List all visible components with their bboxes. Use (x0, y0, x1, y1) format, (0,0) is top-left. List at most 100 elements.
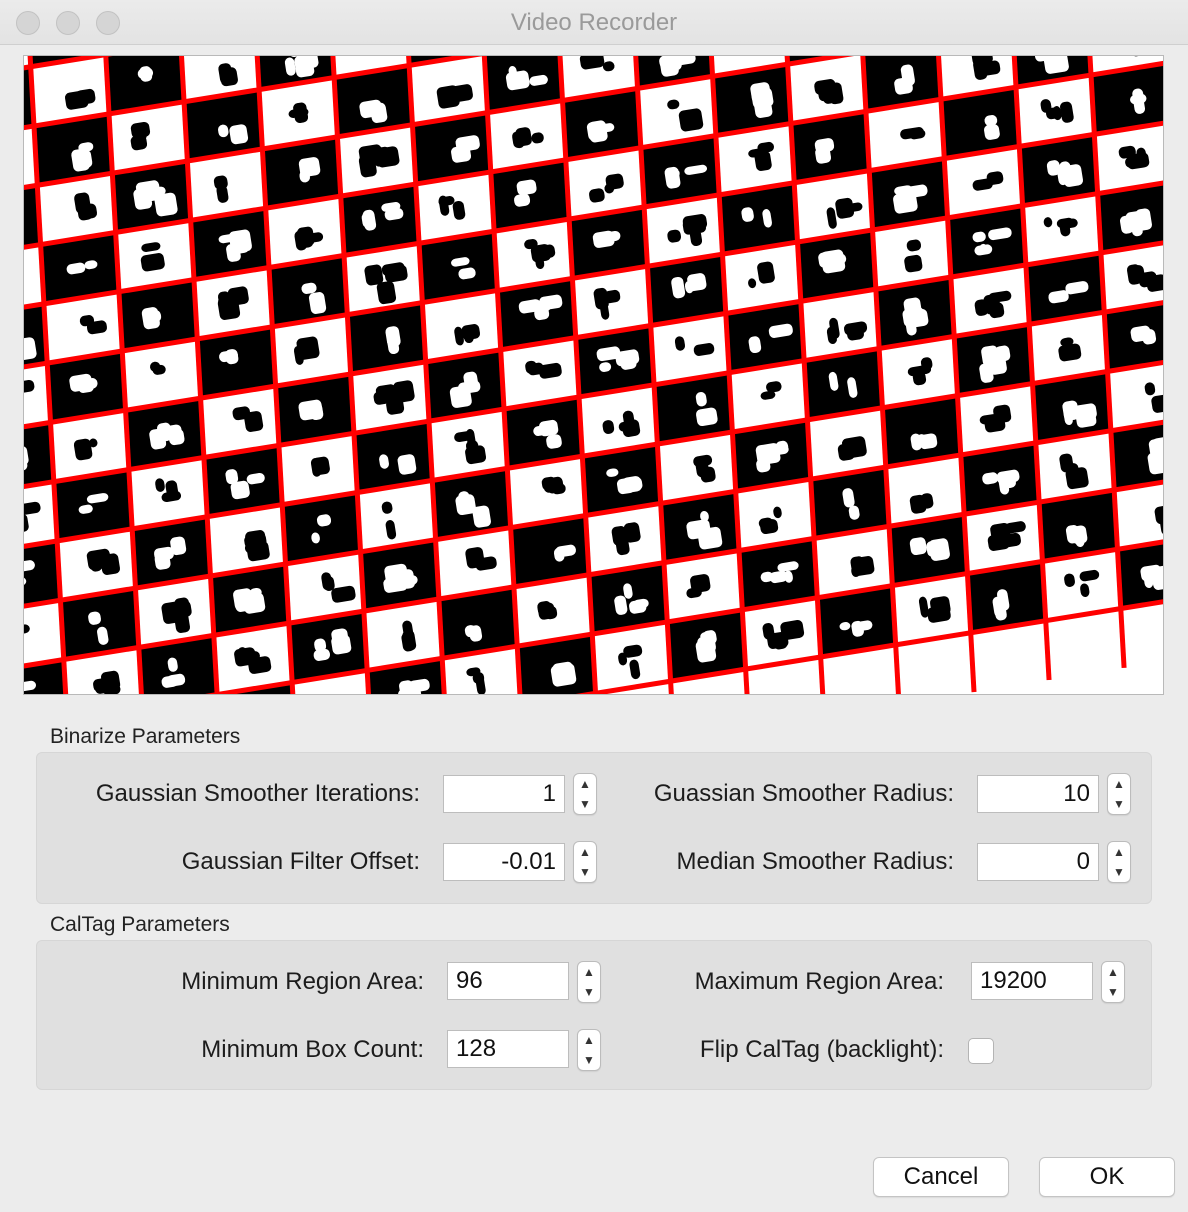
grid-cell (654, 372, 733, 445)
glyph-blob (24, 446, 29, 466)
glyph-blob (86, 320, 107, 335)
glyph-blob (552, 661, 574, 676)
glyph-blob (606, 468, 619, 477)
glyph-blob (1148, 437, 1163, 460)
chevron-up-icon[interactable]: ▲ (1113, 845, 1125, 859)
glyph-blob (465, 445, 487, 465)
filter-offset-field[interactable]: -0.01 (443, 843, 565, 881)
chevron-down-icon[interactable]: ▼ (579, 797, 591, 811)
grid-cell (490, 159, 570, 232)
glyph-blob (981, 345, 1000, 367)
zoom-window-button[interactable] (96, 11, 120, 35)
grid-cell (105, 56, 185, 114)
glyph-blob (755, 443, 781, 465)
close-window-button[interactable] (16, 11, 40, 35)
glyph-blob (777, 561, 799, 572)
chevron-up-icon[interactable]: ▲ (1107, 965, 1119, 979)
median-radius-stepper[interactable]: ▲ ▼ (1107, 841, 1131, 883)
detected-grid-line (575, 599, 1163, 694)
min-box-count-field[interactable]: 128 (447, 1030, 569, 1068)
ok-button[interactable]: OK (1039, 1157, 1175, 1197)
grid-cell (882, 395, 961, 468)
grid-cell (1117, 541, 1163, 609)
chevron-down-icon[interactable]: ▼ (1107, 985, 1119, 999)
glyph-blob (301, 282, 317, 294)
chevron-up-icon[interactable]: ▲ (579, 845, 591, 859)
detected-grid-line (27, 56, 69, 694)
grid-cell (357, 480, 436, 552)
max-region-area-field[interactable]: 19200 (971, 962, 1093, 1000)
chevron-down-icon[interactable]: ▼ (1113, 865, 1125, 879)
glyph-blob (1052, 106, 1062, 121)
min-region-area-field[interactable]: 96 (447, 962, 569, 1000)
glyph-blob (920, 493, 934, 509)
glyph-blob (384, 208, 404, 221)
glyph-blob (140, 253, 165, 272)
glyph-blob (998, 474, 1010, 495)
glyph-blob (695, 639, 717, 663)
grid-cell (288, 611, 368, 683)
glyph-blob (455, 494, 477, 516)
grid-cell (353, 421, 433, 493)
glyph-blob (604, 230, 621, 242)
grid-cell (712, 64, 791, 136)
grid-cell (575, 325, 655, 397)
glyph-blob (242, 592, 266, 614)
glyph-blob (451, 257, 470, 267)
glyph-blob (88, 611, 101, 625)
glyph-blob (84, 260, 98, 270)
glyph-blob (170, 600, 192, 619)
max-region-area-stepper[interactable]: ▲ ▼ (1101, 961, 1125, 1003)
chevron-down-icon[interactable]: ▼ (583, 1053, 595, 1067)
gauss-iterations-field[interactable]: 1 (443, 775, 565, 813)
chevron-up-icon[interactable]: ▲ (1113, 777, 1125, 791)
chevron-down-icon[interactable]: ▼ (579, 865, 591, 879)
glyph-blob (909, 537, 927, 556)
minimize-window-button[interactable] (56, 11, 80, 35)
median-radius-field[interactable]: 0 (977, 843, 1099, 881)
glyph-blob (760, 390, 776, 400)
glyph-blob (386, 398, 405, 415)
glyph-blob (385, 326, 401, 347)
grid-cell (24, 481, 58, 547)
grid-cell (947, 205, 1026, 278)
grid-cell (340, 184, 420, 256)
flip-caltag-checkbox[interactable] (968, 1038, 994, 1064)
chevron-up-icon[interactable]: ▲ (583, 965, 595, 979)
glyph-blob (984, 115, 998, 127)
gauss-radius-field[interactable]: 10 (977, 775, 1099, 813)
glyph-blob (24, 501, 41, 515)
glyph-blob (137, 131, 147, 141)
binarized-preview-image (23, 55, 1164, 695)
glyph-blob (161, 491, 182, 503)
chevron-down-icon[interactable]: ▼ (583, 985, 595, 999)
cancel-button[interactable]: Cancel (873, 1157, 1009, 1197)
glyph-blob (1130, 93, 1147, 105)
glyph-blob (514, 193, 531, 207)
glyph-blob (906, 239, 922, 252)
glyph-blob (97, 626, 109, 645)
filter-offset-stepper[interactable]: ▲ ▼ (573, 841, 597, 883)
grid-cell (940, 87, 1020, 159)
glyph-blob (515, 127, 532, 147)
glyph-blob (758, 517, 774, 529)
glyph-blob (321, 572, 333, 591)
glyph-blob (682, 217, 707, 235)
grid-cell (565, 147, 645, 220)
glyph-blob (372, 146, 392, 167)
min-region-area-stepper[interactable]: ▲ ▼ (577, 961, 601, 1003)
glyph-blob (842, 488, 855, 508)
detected-grid-line (1011, 56, 1052, 681)
gauss-radius-stepper[interactable]: ▲ ▼ (1107, 773, 1131, 815)
glyph-blob (248, 656, 272, 674)
glyph-blob (89, 438, 98, 448)
chevron-down-icon[interactable]: ▼ (1113, 797, 1125, 811)
min-box-count-stepper[interactable]: ▲ ▼ (577, 1029, 601, 1071)
glyph-blob (993, 404, 1012, 424)
chevron-up-icon[interactable]: ▲ (583, 1033, 595, 1047)
glyph-blob (684, 280, 694, 294)
gauss-iterations-stepper[interactable]: ▲ ▼ (573, 773, 597, 815)
grid-cell (63, 647, 142, 694)
glyph-blob (768, 323, 793, 338)
chevron-up-icon[interactable]: ▲ (579, 777, 591, 791)
